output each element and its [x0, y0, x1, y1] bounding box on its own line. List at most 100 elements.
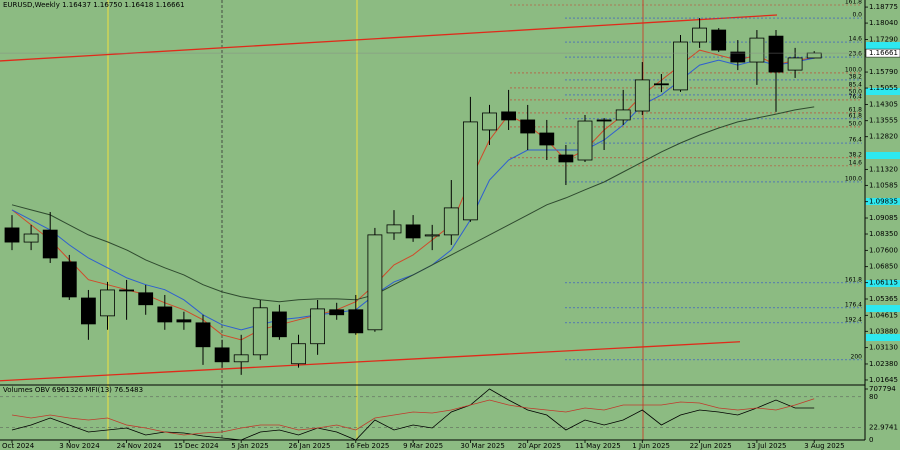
alert-marker: [866, 152, 900, 159]
fib-label: 200: [851, 353, 863, 360]
x-tick-label: 9 Mar 2025: [403, 442, 443, 450]
candle-body: [61, 261, 77, 298]
fib-label: 85.4: [849, 81, 863, 88]
candle-body: [42, 229, 58, 259]
candle-body: [462, 121, 478, 221]
indicator-tick-label: 22.9741: [869, 424, 898, 432]
fib-label: 192.4: [845, 316, 862, 323]
candle-body: [673, 41, 688, 91]
fib-label: 176.4: [845, 301, 862, 308]
candle-body: [405, 224, 421, 239]
candle-body: [348, 309, 364, 334]
x-tick-label: 20 Apr 2025: [518, 442, 561, 450]
fib-label: 100.0: [845, 175, 862, 182]
current-price-label: 1.16661: [869, 49, 898, 57]
candle-body: [654, 83, 669, 86]
indicator-y2-tick-label: 707794: [869, 385, 896, 393]
candle-body: [634, 79, 650, 112]
candle-body: [214, 347, 230, 363]
fib-label: 23.6: [849, 51, 863, 58]
indicator-title: Volumes OBV 6961326 MFI(13) 76.5483: [3, 386, 143, 394]
x-tick-label: Oct 2024: [2, 442, 35, 450]
channel-line: [0, 341, 741, 382]
candle-body: [806, 52, 822, 59]
x-tick-label: 30 Mar 2025: [460, 442, 504, 450]
candle-body: [157, 306, 173, 323]
indicator-tick-label: 0: [869, 436, 873, 444]
candle-body: [520, 119, 536, 134]
x-tick-label: 26 Jan 2025: [289, 442, 331, 450]
indicator-tick-label: 80: [869, 393, 878, 401]
candle-body: [749, 37, 765, 63]
candle-body: [329, 309, 345, 316]
chart-title: EURUSD,Weekly 1.16437 1.16750 1.16418 1.…: [3, 1, 185, 9]
x-tick-label: 16 Feb 2025: [346, 442, 390, 450]
candle-body: [501, 111, 517, 121]
x-tick-label: 15 Dec 2024: [174, 442, 219, 450]
candle-body: [119, 289, 134, 292]
fib-label: 61.8: [849, 112, 863, 119]
candle-body: [615, 109, 631, 121]
y-tick-label: 1.06850: [869, 263, 898, 271]
channel-line: [0, 14, 778, 62]
fib-label: 161.8: [845, 276, 862, 283]
candle-body: [577, 120, 593, 161]
candle-body: [558, 154, 574, 163]
candle-body: [787, 57, 803, 71]
y-tick-label: 1.02380: [869, 360, 898, 368]
candle-body: [176, 319, 192, 323]
candle-body: [233, 354, 249, 363]
alert-marker: [866, 198, 900, 205]
y-tick-label: 1.03880: [869, 327, 898, 335]
y-tick-label: 1.08350: [869, 230, 898, 238]
fib-label: 100.0: [845, 66, 862, 73]
fib-label: 38.2: [849, 73, 863, 80]
fib-label: 14.6: [849, 36, 863, 43]
fib-label: 38.2: [849, 151, 863, 158]
y-tick-label: 1.06115: [869, 279, 898, 287]
fib-label: 76.4: [849, 137, 863, 144]
candle-body: [252, 307, 268, 356]
y-tick-label: 1.10585: [869, 181, 898, 189]
alert-marker: [866, 88, 900, 95]
candle-body: [730, 51, 746, 63]
candle-body: [367, 234, 383, 331]
x-tick-label: 5 Jan 2025: [231, 442, 269, 450]
y-tick-label: 1.09085: [869, 214, 898, 222]
fib-label: 161.8: [845, 0, 862, 6]
y-tick-label: 1.12820: [869, 133, 898, 141]
x-tick-label: 3 Aug 2025: [804, 442, 844, 450]
x-tick-label: 24 Nov 2024: [117, 442, 162, 450]
fib-label: 76.4: [849, 93, 863, 100]
y-tick-label: 1.14305: [869, 100, 898, 108]
alert-marker: [866, 334, 900, 341]
y-tick-label: 1.18775: [869, 3, 898, 11]
fib-label: 61.8: [849, 106, 863, 113]
y-tick-label: 1.07600: [869, 246, 898, 254]
x-tick-label: 11 May 2025: [575, 442, 621, 450]
candle-body: [138, 292, 154, 306]
candle-body: [310, 308, 326, 345]
current-price-box: [865, 48, 900, 58]
y-tick-label: 1.04615: [869, 311, 898, 319]
fib-label: 50.0: [849, 120, 863, 127]
fib-label: 50.0: [849, 88, 863, 95]
candle-body: [596, 119, 612, 122]
indicator-line: [11, 388, 815, 441]
fib-label: 0.0: [852, 12, 862, 19]
candle-body: [768, 35, 784, 73]
candle-body: [100, 289, 115, 317]
y-tick-label: 1.11320: [869, 165, 898, 173]
x-tick-label: 1 Jun 2025: [632, 442, 670, 450]
alert-marker: [866, 305, 900, 312]
moving-average: [11, 106, 815, 303]
alert-marker: [866, 280, 900, 287]
candle-body: [23, 233, 39, 243]
x-tick-label: 3 Nov 2024: [59, 442, 100, 450]
candle-body: [424, 234, 440, 237]
y-tick-label: 1.18040: [869, 19, 898, 27]
candle-body: [443, 207, 459, 236]
candle-body: [539, 132, 555, 146]
x-tick-label: 13 Jul 2025: [747, 442, 787, 450]
fib-label: 14.6: [849, 159, 863, 166]
